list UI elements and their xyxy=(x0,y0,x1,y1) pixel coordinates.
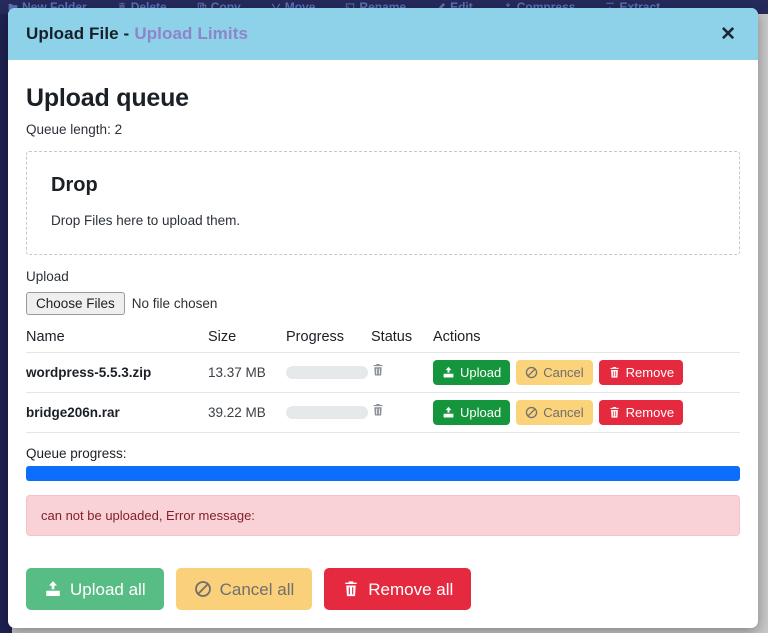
cancel-button[interactable]: Cancel xyxy=(516,360,593,385)
modal-title-text: Upload File - xyxy=(26,24,130,43)
trash-icon xyxy=(608,406,621,419)
dropzone-title: Drop xyxy=(51,174,98,196)
upload-icon xyxy=(44,580,62,598)
modal-footer: Upload all Cancel all Remove all xyxy=(8,554,758,628)
upload-icon xyxy=(442,366,455,379)
trash-icon xyxy=(608,366,621,379)
button-label: Upload xyxy=(460,405,502,420)
modal-body: Upload queue Queue length: 2 Drop Drop F… xyxy=(8,60,758,554)
queue-length-text: Queue length: 2 xyxy=(26,122,123,137)
file-input-row: Choose Files No file chosen xyxy=(26,292,740,315)
row-progress-bar xyxy=(286,406,368,419)
modal-title: Upload File - Upload Limits xyxy=(26,24,248,44)
table-header-row: Name Size Progress Status Actions xyxy=(26,329,740,353)
cell-file-size: 39.22 MB xyxy=(208,392,286,433)
dropzone-text: Drop Files here to upload them. xyxy=(51,213,241,228)
error-message-text: can not be uploaded, Error message: xyxy=(41,508,255,523)
cell-file-name: wordpress-5.5.3.zip xyxy=(26,352,208,393)
button-label: Upload all xyxy=(70,579,146,599)
button-label: Remove xyxy=(625,365,675,380)
button-label: Remove all xyxy=(368,579,454,599)
cell-progress xyxy=(286,392,371,433)
page-title: Upload queue xyxy=(26,84,189,112)
remove-button[interactable]: Remove xyxy=(598,400,684,425)
upload-queue-table: Name Size Progress Status Actions wordpr… xyxy=(26,329,740,433)
cell-status xyxy=(371,392,433,433)
upload-button[interactable]: Upload xyxy=(433,400,511,425)
row-progress-bar xyxy=(286,366,368,379)
upload-limits-link[interactable]: Upload Limits xyxy=(134,24,249,43)
queue-progress-label: Queue progress: xyxy=(26,446,127,461)
trash-icon xyxy=(342,580,360,598)
column-header-status: Status xyxy=(371,329,433,353)
cell-actions: Upload Cancel Remove xyxy=(433,352,740,393)
choose-files-button[interactable]: Choose Files xyxy=(26,292,125,315)
upload-icon xyxy=(442,406,455,419)
table-row: bridge206n.rar 39.22 MB Upload Cancel Remove xyxy=(26,392,740,433)
trash-icon[interactable] xyxy=(371,363,385,377)
upload-queue-body: wordpress-5.5.3.zip 13.37 MB Upload Cancel R… xyxy=(26,352,740,433)
cell-status xyxy=(371,352,433,393)
table-row: wordpress-5.5.3.zip 13.37 MB Upload Cancel R… xyxy=(26,352,740,393)
modal-header: Upload File - Upload Limits ✕ xyxy=(8,8,758,60)
cell-file-size: 13.37 MB xyxy=(208,352,286,393)
queue-progress-fill xyxy=(26,466,740,481)
ban-icon xyxy=(194,580,212,598)
button-label: Upload xyxy=(460,365,502,380)
cancel-button[interactable]: Cancel xyxy=(516,400,593,425)
remove-all-button[interactable]: Remove all xyxy=(324,568,472,610)
cell-actions: Upload Cancel Remove xyxy=(433,392,740,433)
ban-icon xyxy=(525,366,538,379)
upload-button[interactable]: Upload xyxy=(433,360,511,385)
button-label: Cancel all xyxy=(219,579,295,599)
column-header-name: Name xyxy=(26,329,208,353)
button-label: Remove xyxy=(625,405,675,420)
cell-progress xyxy=(286,352,371,393)
remove-button[interactable]: Remove xyxy=(598,360,684,385)
close-icon[interactable]: ✕ xyxy=(716,23,740,46)
file-dropzone[interactable]: Drop Drop Files here to upload them. xyxy=(26,151,740,255)
upload-file-modal: Upload File - Upload Limits ✕ Upload queu… xyxy=(8,8,758,628)
error-message-banner: can not be uploaded, Error message: xyxy=(26,495,740,536)
cell-file-name: bridge206n.rar xyxy=(26,392,208,433)
trash-icon[interactable] xyxy=(371,403,385,417)
button-label: Cancel xyxy=(543,405,584,420)
queue-progress-bar xyxy=(26,466,740,481)
file-chosen-text: No file chosen xyxy=(131,296,218,311)
upload-all-button[interactable]: Upload all xyxy=(26,568,164,610)
column-header-actions: Actions xyxy=(433,329,740,353)
cancel-all-button[interactable]: Cancel all xyxy=(175,568,313,610)
upload-section-label: Upload xyxy=(26,269,69,284)
button-label: Cancel xyxy=(543,365,584,380)
column-header-size: Size xyxy=(208,329,286,353)
column-header-progress: Progress xyxy=(286,329,371,353)
ban-icon xyxy=(525,406,538,419)
